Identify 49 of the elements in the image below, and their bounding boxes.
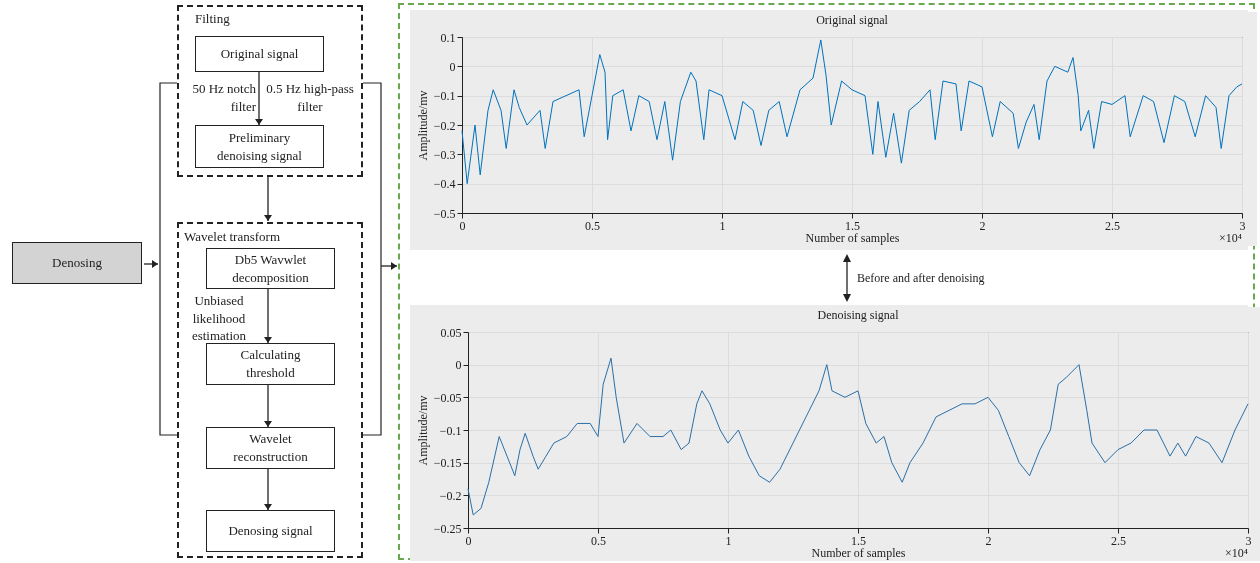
- x-tick-label: 0.5: [591, 533, 606, 548]
- y-tick-label: −0.2: [433, 118, 456, 133]
- text: 0.5 Hz high-pass filter: [265, 80, 355, 116]
- x-axis-title: Number of samples: [811, 545, 906, 560]
- y-tick-label: −0.25: [433, 521, 462, 536]
- text: 50 Hz notch filter: [191, 80, 256, 116]
- text: Filting: [195, 10, 231, 28]
- x-tick-label: 0.5: [585, 218, 600, 233]
- y-tick-label: −0.2: [439, 488, 462, 503]
- x-tick-label: 1.5: [845, 218, 860, 233]
- x-tick-label: 2: [979, 218, 986, 233]
- y-tick-label: −0.1: [433, 89, 456, 104]
- text: Original signal: [195, 36, 324, 72]
- y-tick-label: 0.1: [440, 30, 456, 45]
- text: ×10⁴: [1219, 231, 1242, 245]
- text: Calculating threshold: [206, 343, 335, 385]
- chart-title: Denoising signal: [817, 308, 900, 322]
- y-tick-label: −0.1: [439, 423, 462, 438]
- y-axis-title: Amplitude/mv: [415, 395, 430, 466]
- x-tick-label: 1.5: [851, 533, 866, 548]
- x-axis-title: Number of samples: [805, 230, 900, 245]
- x-tick-label: 1: [725, 533, 732, 548]
- line-series: [467, 357, 1249, 516]
- text: Before and after denoising: [857, 271, 985, 285]
- y-tick-label: −0.05: [433, 390, 462, 405]
- x-tick-label: 2.5: [1111, 533, 1126, 548]
- x-tick-label: 1: [719, 218, 726, 233]
- text: Denosing: [12, 242, 142, 284]
- y-tick-label: 0.05: [440, 325, 462, 340]
- y-tick-label: −0.5: [433, 206, 456, 221]
- x-tick-label: 2.5: [1105, 218, 1120, 233]
- text: Denosing signal: [206, 510, 335, 552]
- y-tick-label: 0: [449, 59, 456, 74]
- x-tick-label: 3: [1239, 218, 1246, 233]
- y-axis-title: Amplitude/mv: [415, 90, 430, 161]
- text: Preliminary denoising signal: [195, 125, 324, 168]
- x-tick-label: 3: [1245, 533, 1252, 548]
- text: Wavelet transform: [184, 228, 282, 246]
- x-tick-label: 0: [465, 533, 472, 548]
- text: Unbiased likelihood estimation: [190, 292, 248, 345]
- text: Db5 Wavwlet decomposition: [206, 248, 335, 289]
- text: ×10⁴: [1225, 546, 1248, 560]
- chart-title: Original signal: [816, 13, 889, 27]
- text: Wavelet reconstruction: [206, 427, 335, 469]
- y-tick-label: −0.3: [433, 147, 456, 162]
- y-tick-label: −0.4: [433, 177, 456, 192]
- y-tick-label: 0: [455, 358, 462, 373]
- y-tick-label: −0.15: [433, 456, 462, 471]
- x-tick-label: 2: [985, 533, 992, 548]
